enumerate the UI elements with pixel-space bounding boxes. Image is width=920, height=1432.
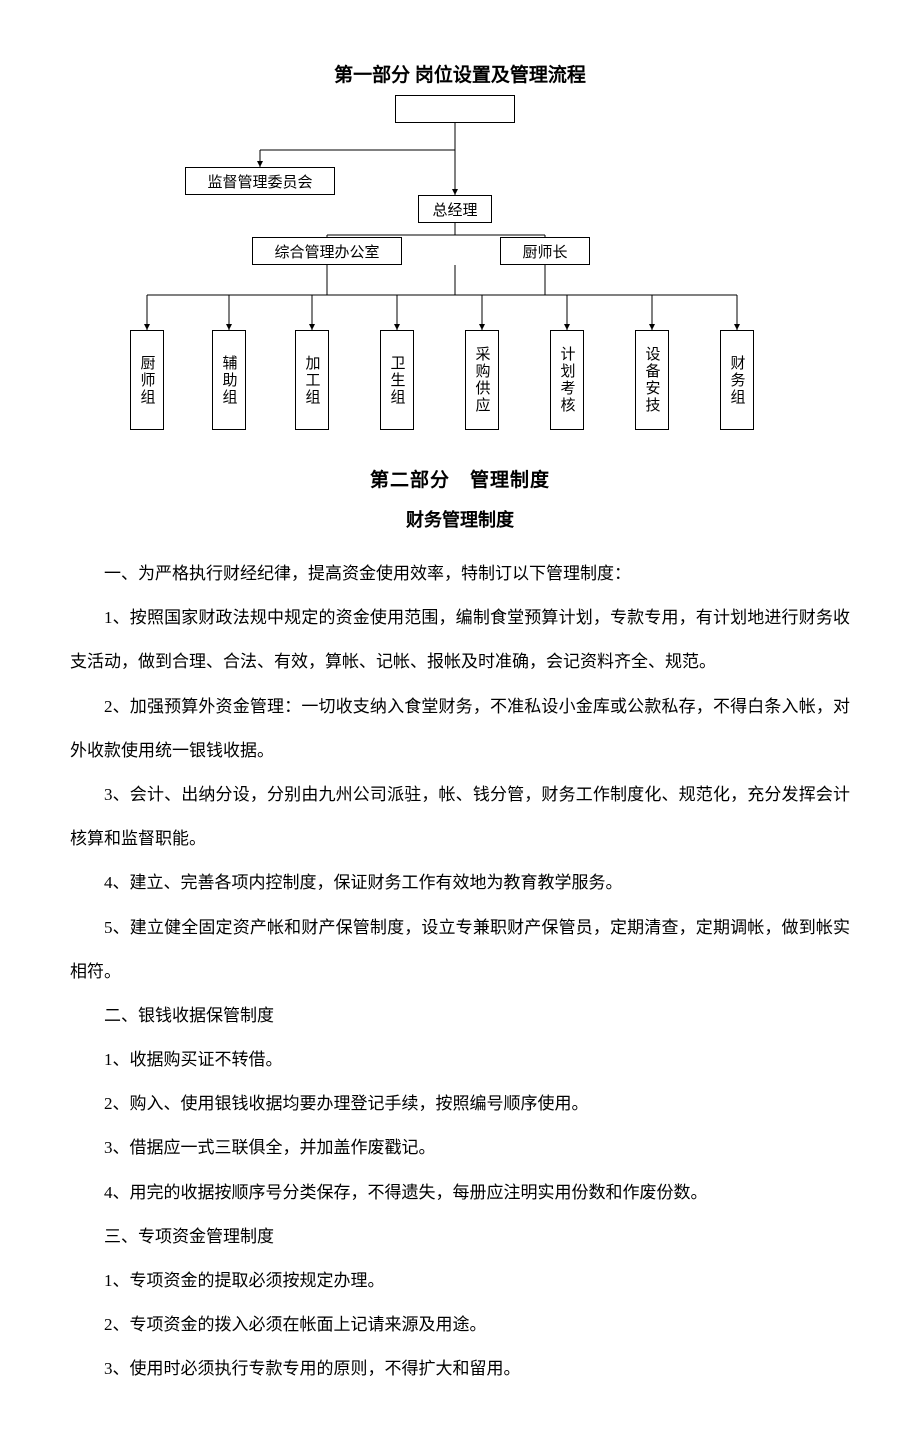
para: 4、用完的收据按顺序号分类保存，不得遗失，每册应注明实用份数和作废份数。 bbox=[70, 1171, 850, 1215]
node-committee: 监督管理委员会 bbox=[185, 167, 335, 195]
node-office: 综合管理办公室 bbox=[252, 237, 402, 265]
para: 二、银钱收据保管制度 bbox=[70, 994, 850, 1038]
para: 3、使用时必须执行专款专用的原则，不得扩大和留用。 bbox=[70, 1347, 850, 1391]
para: 一、为严格执行财经纪律，提高资金使用效率，特制订以下管理制度： bbox=[70, 552, 850, 596]
para: 3、借据应一式三联俱全，并加盖作废戳记。 bbox=[70, 1126, 850, 1170]
leaf-7: 财务组 bbox=[720, 330, 754, 430]
part1-title: 第一部分 岗位设置及管理流程 bbox=[70, 60, 850, 87]
para: 5、建立健全固定资产帐和财产保管制度，设立专兼职财产保管员，定期清查，定期调帐，… bbox=[70, 906, 850, 994]
part2-title: 第二部分 管理制度 bbox=[70, 465, 850, 492]
para: 2、专项资金的拨入必须在帐面上记请来源及用途。 bbox=[70, 1303, 850, 1347]
leaf-5: 计划考核 bbox=[550, 330, 584, 430]
leaf-0: 厨师组 bbox=[130, 330, 164, 430]
leaf-4: 采购供应 bbox=[465, 330, 499, 430]
node-chef-head: 厨师长 bbox=[500, 237, 590, 265]
para: 三、专项资金管理制度 bbox=[70, 1215, 850, 1259]
para: 2、购入、使用银钱收据均要办理登记手续，按照编号顺序使用。 bbox=[70, 1082, 850, 1126]
leaf-6: 设备安技 bbox=[635, 330, 669, 430]
node-top-empty bbox=[395, 95, 515, 123]
para: 1、收据购买证不转借。 bbox=[70, 1038, 850, 1082]
leaf-2: 加工组 bbox=[295, 330, 329, 430]
para: 1、按照国家财政法规中规定的资金使用范围，编制食堂预算计划，专款专用，有计划地进… bbox=[70, 596, 850, 684]
para: 1、专项资金的提取必须按规定办理。 bbox=[70, 1259, 850, 1303]
para: 2、加强预算外资金管理：一切收支纳入食堂财务，不准私设小金库或公款私存，不得白条… bbox=[70, 685, 850, 773]
node-gm: 总经理 bbox=[418, 195, 492, 223]
leaf-1: 辅助组 bbox=[212, 330, 246, 430]
org-chart: 监督管理委员会 总经理 综合管理办公室 厨师长 厨师组 辅助组 加工组 卫生组 … bbox=[70, 95, 850, 435]
part2-subtitle: 财务管理制度 bbox=[70, 506, 850, 532]
para: 4、建立、完善各项内控制度，保证财务工作有效地为教育教学服务。 bbox=[70, 861, 850, 905]
para: 3、会计、出纳分设，分别由九州公司派驻，帐、钱分管，财务工作制度化、规范化，充分… bbox=[70, 773, 850, 861]
leaf-3: 卫生组 bbox=[380, 330, 414, 430]
